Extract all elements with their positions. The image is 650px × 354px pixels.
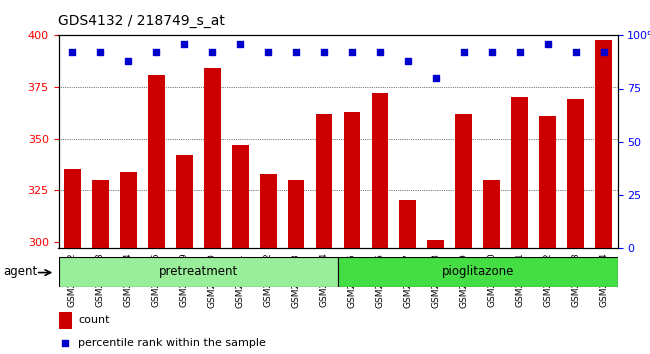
- Bar: [484, 180, 500, 354]
- Point: [571, 50, 581, 55]
- Point: [291, 50, 302, 55]
- Text: pretreatment: pretreatment: [159, 265, 238, 278]
- Bar: [456, 114, 472, 354]
- Point: [318, 50, 329, 55]
- Point: [235, 41, 246, 47]
- Text: pioglitazone: pioglitazone: [441, 265, 514, 278]
- Bar: [176, 155, 192, 354]
- Point: [431, 75, 441, 81]
- Point: [179, 41, 190, 47]
- Bar: [595, 40, 612, 354]
- Text: percentile rank within the sample: percentile rank within the sample: [78, 338, 266, 348]
- FancyBboxPatch shape: [58, 257, 338, 287]
- Point: [207, 50, 217, 55]
- Bar: [64, 170, 81, 354]
- Bar: [344, 112, 360, 354]
- Point: [151, 50, 161, 55]
- Point: [95, 50, 105, 55]
- Bar: [316, 114, 332, 354]
- Bar: [260, 173, 276, 354]
- Bar: [148, 75, 164, 354]
- Point: [599, 50, 609, 55]
- FancyBboxPatch shape: [338, 257, 618, 287]
- Text: count: count: [78, 315, 110, 325]
- Point: [542, 41, 552, 47]
- Point: [394, 227, 404, 233]
- Point: [486, 50, 497, 55]
- Point: [402, 58, 413, 64]
- Point: [515, 50, 525, 55]
- Bar: [120, 171, 136, 354]
- Point: [67, 50, 78, 55]
- Point: [347, 50, 358, 55]
- Bar: [232, 145, 248, 354]
- Bar: [204, 68, 220, 354]
- Bar: [288, 180, 304, 354]
- Bar: [540, 116, 556, 354]
- Bar: [400, 200, 416, 354]
- Bar: [92, 180, 109, 354]
- Point: [375, 50, 385, 55]
- Point: [124, 58, 134, 64]
- Point: [263, 50, 273, 55]
- Bar: [512, 97, 528, 354]
- Bar: [372, 93, 388, 354]
- Text: agent: agent: [3, 266, 38, 278]
- Bar: [567, 99, 584, 354]
- Point: [459, 50, 469, 55]
- Text: GDS4132 / 218749_s_at: GDS4132 / 218749_s_at: [58, 14, 226, 28]
- Bar: [428, 240, 444, 354]
- Bar: [58, 312, 72, 329]
